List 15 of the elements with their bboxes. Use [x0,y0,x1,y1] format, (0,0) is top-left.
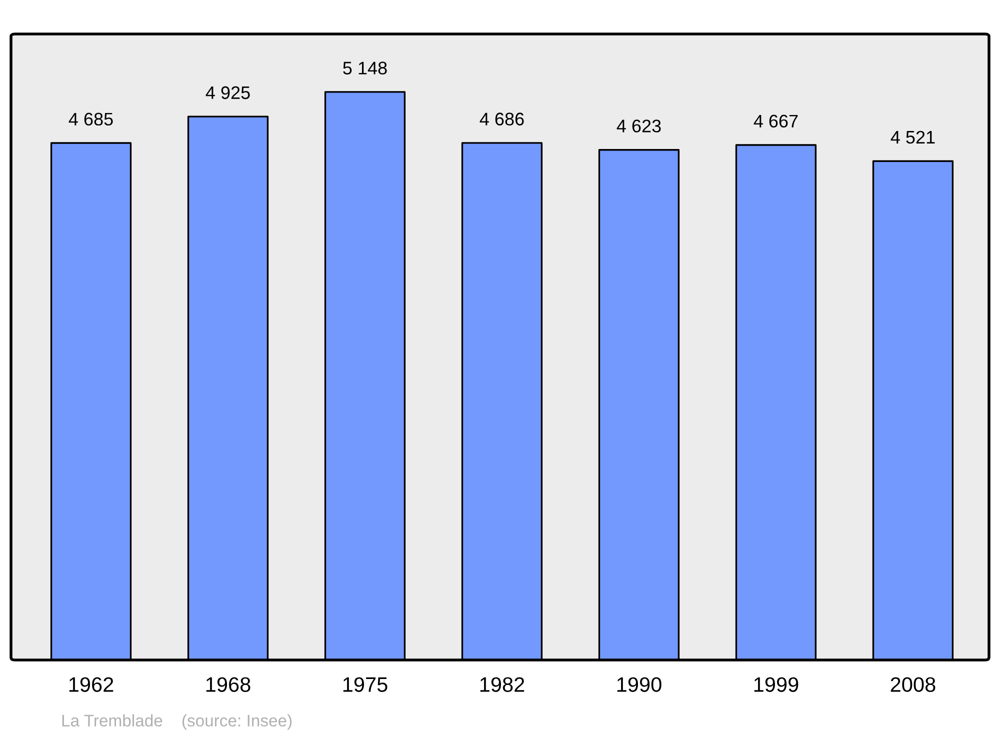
data-label: 4 667 [754,114,798,128]
data-label: 4 685 [68,112,113,126]
data-label: 4 925 [206,86,250,100]
data-label: 4 623 [616,120,661,132]
data-label: 5 148 [343,62,387,74]
x-tick-label: 1990 [617,677,662,692]
x-tick-label: 1975 [343,677,388,692]
x-tick-label: 1982 [480,677,524,692]
x-tick-label: 2008 [890,677,936,692]
data-label: 4 521 [890,130,935,144]
x-tick-label: 1962 [69,677,114,692]
text: La Tremblade (source: Insee) [62,714,292,730]
x-tick-label: 1968 [206,677,250,692]
x-tick-label: 1999 [754,677,798,692]
data-label: 4 686 [480,112,524,126]
